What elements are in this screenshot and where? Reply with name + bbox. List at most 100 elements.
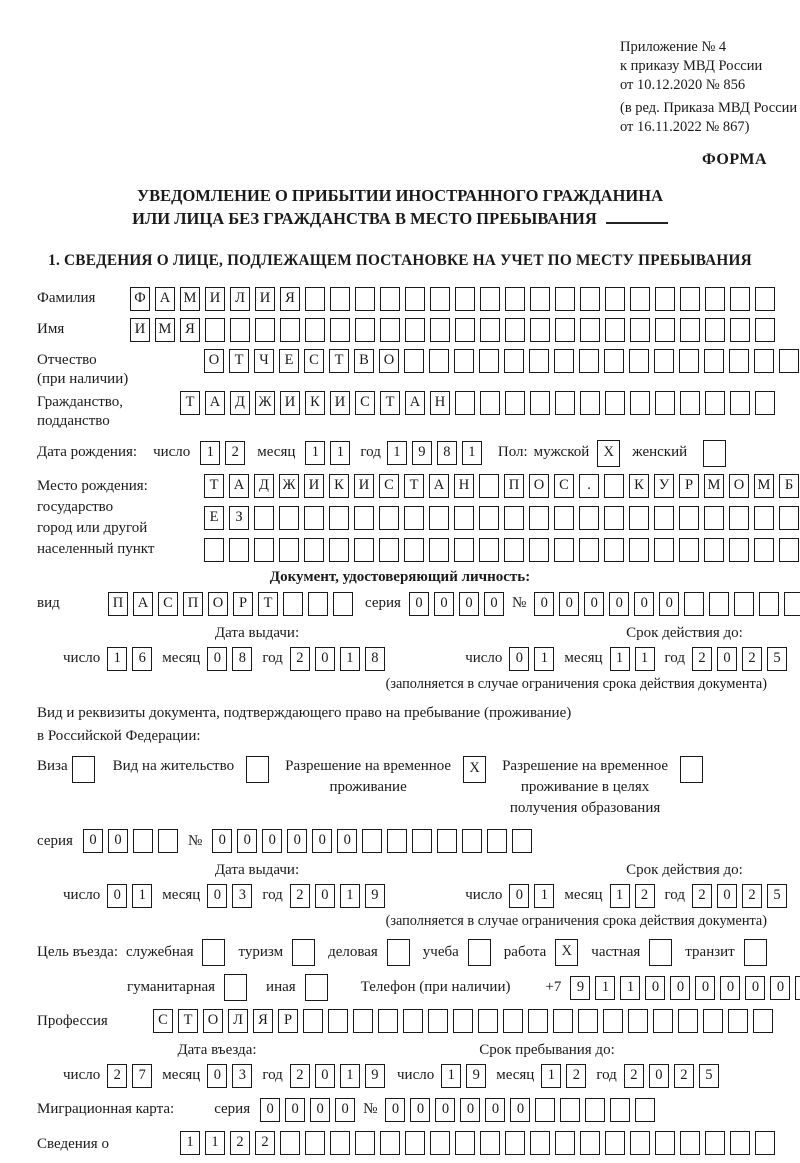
char-cell[interactable]: 0: [460, 1097, 481, 1122]
char-cell[interactable]: 0: [314, 883, 335, 908]
char-cell[interactable]: Т: [180, 390, 200, 415]
char-cell[interactable]: [405, 317, 425, 342]
char-cell[interactable]: 0: [559, 592, 580, 617]
char-cell[interactable]: И: [205, 286, 225, 311]
char-cell[interactable]: 5: [767, 646, 787, 671]
char-cell[interactable]: [503, 1009, 523, 1034]
char-cell[interactable]: Д: [230, 390, 250, 415]
char-cell[interactable]: [754, 505, 774, 530]
char-cell[interactable]: 1: [330, 441, 351, 466]
char-cell[interactable]: [580, 390, 600, 415]
char-cell[interactable]: [580, 317, 600, 342]
char-cell[interactable]: Т: [404, 473, 424, 498]
char-cell[interactable]: [605, 1130, 625, 1155]
char-cell[interactable]: [279, 537, 299, 562]
char-cell[interactable]: [555, 317, 575, 342]
char-cell[interactable]: Е: [204, 505, 224, 530]
char-cell[interactable]: 2: [623, 1063, 644, 1088]
char-cell[interactable]: Н: [454, 473, 474, 498]
char-cell[interactable]: У: [654, 473, 674, 498]
char-cell[interactable]: 2: [289, 883, 310, 908]
char-cell[interactable]: 0: [285, 1097, 306, 1122]
char-cell[interactable]: [255, 317, 275, 342]
char-cell[interactable]: 0: [337, 829, 358, 854]
char-cell[interactable]: [329, 505, 349, 530]
char-cell[interactable]: [555, 390, 575, 415]
char-cell[interactable]: [555, 1130, 575, 1155]
char-cell[interactable]: [605, 390, 625, 415]
char-cell[interactable]: 2: [692, 883, 712, 908]
char-cell[interactable]: [467, 939, 491, 967]
char-cell[interactable]: О: [203, 1009, 223, 1034]
char-cell[interactable]: [505, 1130, 525, 1155]
char-cell[interactable]: 1: [180, 1130, 200, 1155]
char-cell[interactable]: 0: [262, 829, 283, 854]
char-cell[interactable]: Р: [233, 592, 253, 617]
char-cell[interactable]: [528, 1009, 548, 1034]
char-cell[interactable]: [455, 317, 475, 342]
char-cell[interactable]: [705, 1130, 725, 1155]
char-cell[interactable]: 2: [742, 883, 762, 908]
char-cell[interactable]: [404, 505, 424, 530]
char-cell[interactable]: И: [304, 473, 324, 498]
char-cell[interactable]: [254, 505, 274, 530]
char-cell[interactable]: [603, 1009, 623, 1034]
char-cell[interactable]: [754, 348, 774, 373]
char-cell[interactable]: 1: [609, 646, 630, 671]
char-cell[interactable]: [230, 317, 250, 342]
char-cell[interactable]: [333, 592, 353, 617]
char-cell[interactable]: [529, 348, 549, 373]
char-cell[interactable]: А: [405, 390, 425, 415]
char-cell[interactable]: 2: [230, 1130, 250, 1155]
char-cell[interactable]: [579, 348, 599, 373]
char-cell[interactable]: П: [108, 592, 128, 617]
char-cell[interactable]: [655, 317, 675, 342]
char-cell[interactable]: [709, 592, 730, 617]
char-cell[interactable]: [704, 505, 724, 530]
char-cell[interactable]: Ч: [254, 348, 274, 373]
char-cell[interactable]: [355, 317, 375, 342]
char-cell[interactable]: Т: [258, 592, 278, 617]
char-cell[interactable]: [292, 939, 316, 967]
char-cell[interactable]: 1: [339, 646, 360, 671]
char-cell[interactable]: [530, 1130, 550, 1155]
char-cell[interactable]: [578, 1009, 598, 1034]
char-cell[interactable]: [430, 1130, 450, 1155]
char-cell[interactable]: В: [354, 348, 374, 373]
char-cell[interactable]: [755, 317, 775, 342]
char-cell[interactable]: 3: [232, 1063, 253, 1088]
char-cell[interactable]: [705, 317, 725, 342]
char-cell[interactable]: [455, 1130, 475, 1155]
char-cell[interactable]: С: [304, 348, 324, 373]
char-cell[interactable]: 0: [207, 646, 228, 671]
char-cell[interactable]: 1: [205, 1130, 225, 1155]
char-cell[interactable]: К: [305, 390, 325, 415]
char-cell[interactable]: [254, 537, 274, 562]
char-cell[interactable]: И: [354, 473, 374, 498]
char-cell[interactable]: [680, 1130, 700, 1155]
char-cell[interactable]: К: [329, 473, 349, 498]
char-cell[interactable]: 3: [232, 883, 253, 908]
char-cell[interactable]: [680, 317, 700, 342]
char-cell[interactable]: О: [208, 592, 228, 617]
char-cell[interactable]: [305, 317, 325, 342]
char-cell[interactable]: 0: [385, 1097, 406, 1122]
char-cell[interactable]: .: [579, 473, 599, 498]
char-cell[interactable]: Р: [679, 473, 699, 498]
char-cell[interactable]: [580, 1130, 600, 1155]
char-cell[interactable]: 0: [82, 829, 103, 854]
char-cell[interactable]: 0: [212, 829, 233, 854]
char-cell[interactable]: [71, 756, 95, 784]
char-cell[interactable]: [480, 286, 500, 311]
char-cell[interactable]: 0: [107, 829, 128, 854]
char-cell[interactable]: 0: [509, 646, 530, 671]
char-cell[interactable]: М: [155, 317, 175, 342]
char-cell[interactable]: [554, 537, 574, 562]
char-cell[interactable]: [329, 537, 349, 562]
char-cell[interactable]: 0: [609, 592, 630, 617]
char-cell[interactable]: 2: [742, 646, 762, 671]
char-cell[interactable]: Р: [278, 1009, 298, 1034]
char-cell[interactable]: [480, 390, 500, 415]
char-cell[interactable]: 1: [534, 883, 555, 908]
char-cell[interactable]: [610, 1097, 631, 1122]
